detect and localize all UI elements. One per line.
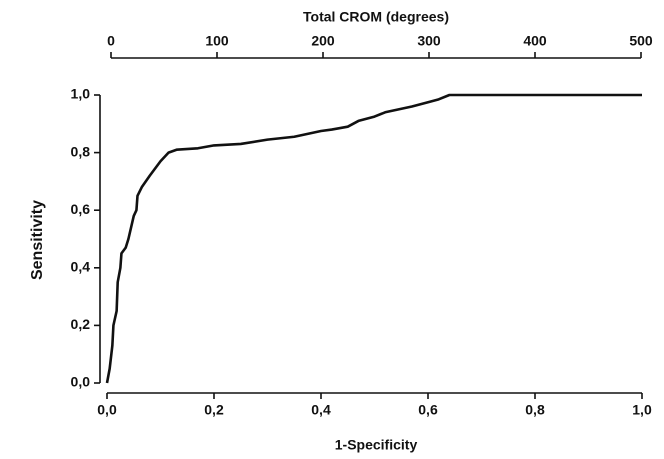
x-axis-title: 1-Specificity: [335, 437, 418, 453]
x-tick-label: 0,6: [418, 402, 438, 418]
top-tick-label: 300: [417, 33, 441, 49]
top-tick-label: 500: [629, 33, 653, 49]
y-axis-title: Sensitivity: [29, 200, 46, 280]
y-tick-label: 0,2: [71, 316, 91, 332]
top-axis-title: Total CROM (degrees): [303, 9, 449, 25]
y-tick-label: 1,0: [71, 86, 91, 102]
x-tick-label: 0,4: [311, 402, 331, 418]
y-tick-label: 0,6: [71, 201, 91, 217]
x-tick-label: 1,0: [632, 402, 652, 418]
x-tick-label: 0,2: [204, 402, 224, 418]
x-tick-label: 0,8: [525, 402, 545, 418]
top-tick-label: 200: [311, 33, 335, 49]
roc-line: [105, 93, 642, 384]
top-tick-label: 100: [205, 33, 229, 49]
y-tick-label: 0,0: [71, 374, 91, 390]
y-tick-label: 0,8: [71, 143, 91, 159]
top-tick-label: 400: [523, 33, 547, 49]
top-tick-label: 0: [107, 33, 115, 49]
y-tick-label: 0,4: [71, 259, 91, 275]
x-tick-label: 0,0: [97, 402, 117, 418]
